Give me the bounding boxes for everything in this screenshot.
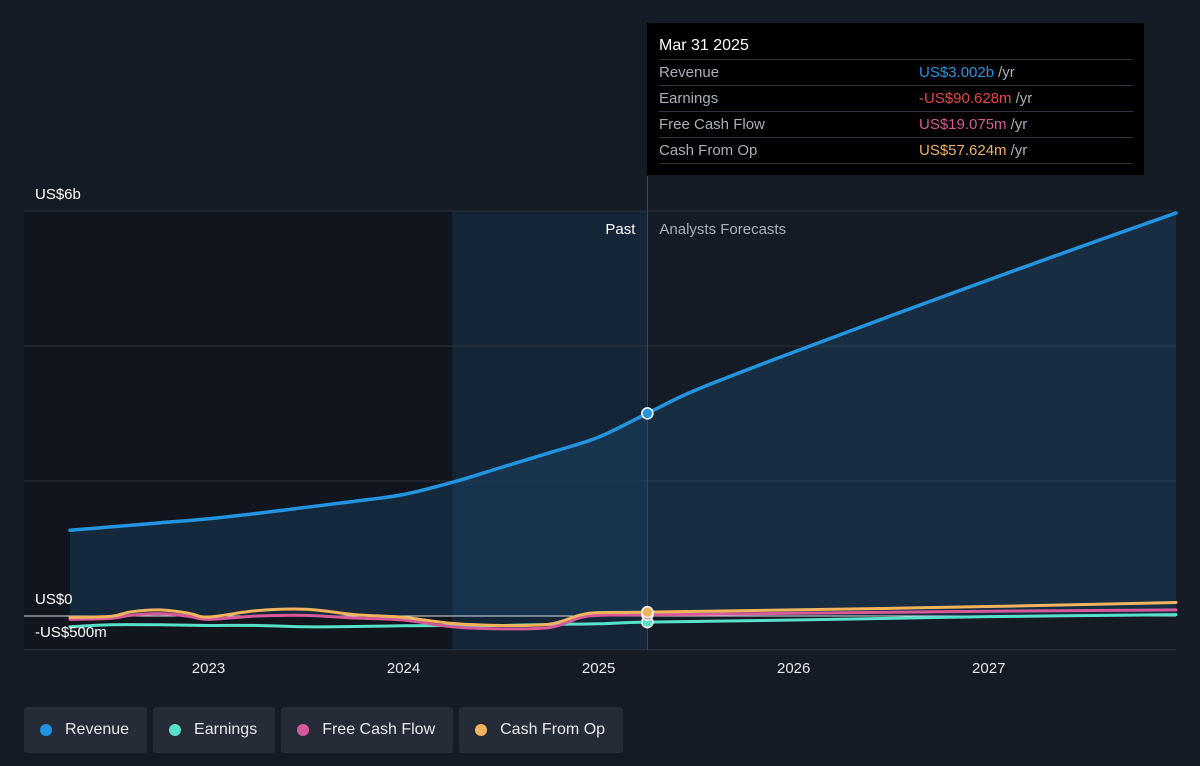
tooltip-unit: /yr <box>998 64 1015 81</box>
legend-label: Free Cash Flow <box>322 721 436 738</box>
current-marker-cash-from-op <box>641 605 654 619</box>
legend-dot-icon <box>297 724 310 736</box>
tooltip-label: Cash From Op <box>659 142 758 159</box>
legend-item-revenue[interactable]: Revenue <box>24 707 148 753</box>
series-line-revenue <box>68 211 1178 533</box>
tooltip-unit: /yr <box>1015 90 1033 107</box>
series-line-cash-from-op <box>68 601 1178 628</box>
past-label: Past <box>605 221 636 238</box>
tooltip-label: Earnings <box>659 90 719 107</box>
tooltip-unit: /yr <box>1010 142 1028 159</box>
legend-dot-icon <box>169 724 182 736</box>
legend-item-cash-from-op[interactable]: Cash From Op <box>459 707 624 753</box>
tooltip-label: Revenue <box>659 64 720 81</box>
tooltip-value: US$19.075m <box>919 116 1007 133</box>
tooltip-value: -US$90.628m <box>919 90 1012 107</box>
legend-label: Cash From Op <box>500 721 606 738</box>
data-tooltip: Mar 31 2025 Revenue US$3.002b /yr Earnin… <box>647 23 1144 175</box>
tooltip-value: US$3.002b <box>919 64 995 81</box>
legend-item-free-cash-flow[interactable]: Free Cash Flow <box>281 707 454 753</box>
x-tick-label: 2026 <box>777 660 810 677</box>
tooltip-label: Free Cash Flow <box>659 116 765 133</box>
tooltip-row-revenue: Revenue US$3.002b /yr <box>659 59 1133 85</box>
y-axis-label-min: -US$500m <box>35 624 107 641</box>
tooltip-row-earnings: Earnings -US$90.628m /yr <box>659 85 1133 111</box>
tooltip-row-free-cash-flow: Free Cash Flow US$19.075m /yr <box>659 111 1133 137</box>
chart-plot: US$6b US$0 -US$500m 2023 2024 2025 2026 2027 Pas… <box>24 176 1178 677</box>
y-axis-label-max: US$6b <box>35 186 81 203</box>
tooltip-unit: /yr <box>1010 116 1028 133</box>
current-marker-revenue <box>641 407 654 420</box>
chart-legend: Revenue Earnings Free Cash Flow Cash Fro… <box>24 707 624 753</box>
tooltip-value: US$57.624m <box>919 142 1007 159</box>
tooltip-date: Mar 31 2025 <box>659 37 749 54</box>
series-line-free-cash-flow <box>68 608 1178 631</box>
forecast-label: Analysts Forecasts <box>659 221 786 238</box>
x-tick-label: 2024 <box>387 660 420 677</box>
legend-item-earnings[interactable]: Earnings <box>153 707 276 753</box>
legend-dot-icon <box>475 724 488 736</box>
tooltip-row-cash-from-op: Cash From Op US$57.624m /yr <box>659 137 1133 164</box>
x-tick-label: 2025 <box>582 660 615 677</box>
legend-label: Earnings <box>194 721 258 738</box>
x-tick-label: 2027 <box>972 660 1005 677</box>
y-axis-label-zero: US$0 <box>35 591 73 608</box>
legend-dot-icon <box>40 724 52 736</box>
x-tick-label: 2023 <box>192 660 225 677</box>
legend-label: Revenue <box>65 721 130 738</box>
